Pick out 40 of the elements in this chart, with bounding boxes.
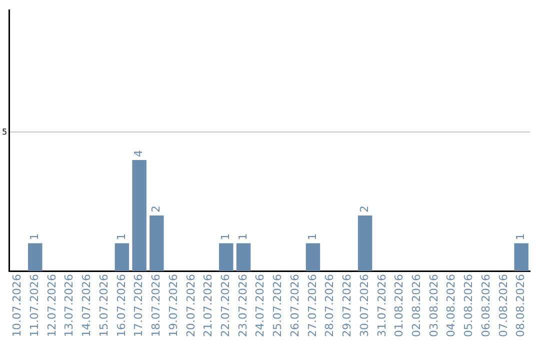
- x-tick-label: 07.08.2026: [496, 274, 510, 338]
- data-label: 1: [306, 233, 319, 240]
- x-tick-label: 10.07.2026: [10, 274, 24, 338]
- x-tick-label: 20.07.2026: [184, 274, 198, 338]
- x-tick-label: 02.08.2026: [410, 274, 423, 338]
- x-tick-label: 29.07.2026: [340, 274, 354, 338]
- x-tick-label: 23.07.2026: [236, 274, 250, 338]
- x-tick-label: 04.08.2026: [444, 274, 458, 338]
- x-tick-label: 16.07.2026: [114, 274, 128, 338]
- x-tick-label: 12.07.2026: [45, 274, 58, 338]
- data-label: 2: [358, 205, 371, 212]
- data-label: 2: [150, 205, 163, 212]
- data-label: 1: [218, 233, 232, 240]
- x-tick-label: 01.08.2026: [392, 274, 406, 338]
- x-tick-label: 25.07.2026: [271, 274, 284, 338]
- x-tick-label: 03.08.2026: [427, 274, 440, 338]
- x-tick-label: 17.07.2026: [132, 274, 146, 338]
- x-tick-label: 08.08.2026: [514, 274, 528, 338]
- data-label: 1: [28, 233, 41, 240]
- x-tick-label: 27.07.2026: [306, 274, 319, 338]
- data-label: 1: [114, 233, 128, 240]
- x-tick-label: 26.07.2026: [288, 274, 302, 338]
- data-label: 4: [132, 150, 146, 157]
- x-tick-label: 31.07.2026: [375, 274, 388, 338]
- data-label: 1: [514, 233, 528, 240]
- x-tick-label: 18.07.2026: [150, 274, 163, 338]
- x-tick-label: 24.07.2026: [254, 274, 267, 338]
- x-tick-label: 05.08.2026: [462, 274, 476, 338]
- x-tick-label: 15.07.2026: [97, 274, 110, 338]
- x-tick-label: 13.07.2026: [62, 274, 76, 338]
- x-tick-label: 22.07.2026: [218, 274, 232, 338]
- x-tick-label: 11.07.2026: [28, 274, 41, 338]
- data-label: 1: [236, 233, 250, 240]
- x-tick-label: 14.07.2026: [80, 274, 94, 338]
- x-tick-label: 06.08.2026: [479, 274, 492, 338]
- y-tick-label: 5: [2, 127, 8, 136]
- x-tick-label: 21.07.2026: [202, 274, 215, 338]
- x-tick-label: 19.07.2026: [166, 274, 180, 338]
- x-tick-label: 28.07.2026: [323, 274, 336, 338]
- x-tick-label: 30.07.2026: [358, 274, 371, 338]
